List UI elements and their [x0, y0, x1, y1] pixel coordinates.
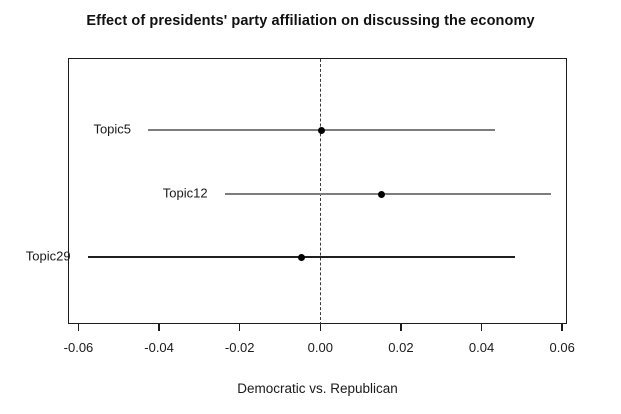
chart-title: Effect of presidents' party affiliation … [86, 13, 535, 29]
row-label: Topic29 [25, 248, 71, 264]
x-tick [561, 324, 563, 331]
x-tick-label: -0.04 [144, 340, 174, 355]
x-tick-label: 0.02 [388, 340, 414, 355]
row-label: Topic12 [162, 185, 208, 201]
x-tick-label: 0.06 [549, 340, 575, 355]
x-tick-label: -0.02 [224, 340, 255, 355]
ci-line [224, 193, 552, 196]
x-tick-label: -0.06 [63, 340, 94, 355]
x-tick-label: 0.00 [307, 340, 333, 355]
x-tick [319, 324, 322, 331]
plot-area [68, 58, 567, 325]
estimate-dot [378, 190, 386, 198]
x-tick [77, 324, 80, 331]
x-tick [238, 324, 241, 331]
x-tick-label: 0.04 [468, 340, 495, 355]
x-tick [158, 324, 160, 331]
row-label: Topic5 [93, 121, 132, 137]
estimate-dot [297, 253, 305, 261]
estimate-dot [317, 126, 325, 134]
x-tick [400, 324, 402, 331]
x-axis-label: Democratic vs. Republican [237, 381, 398, 396]
x-tick [480, 324, 483, 331]
zero-reference-line [320, 59, 322, 325]
